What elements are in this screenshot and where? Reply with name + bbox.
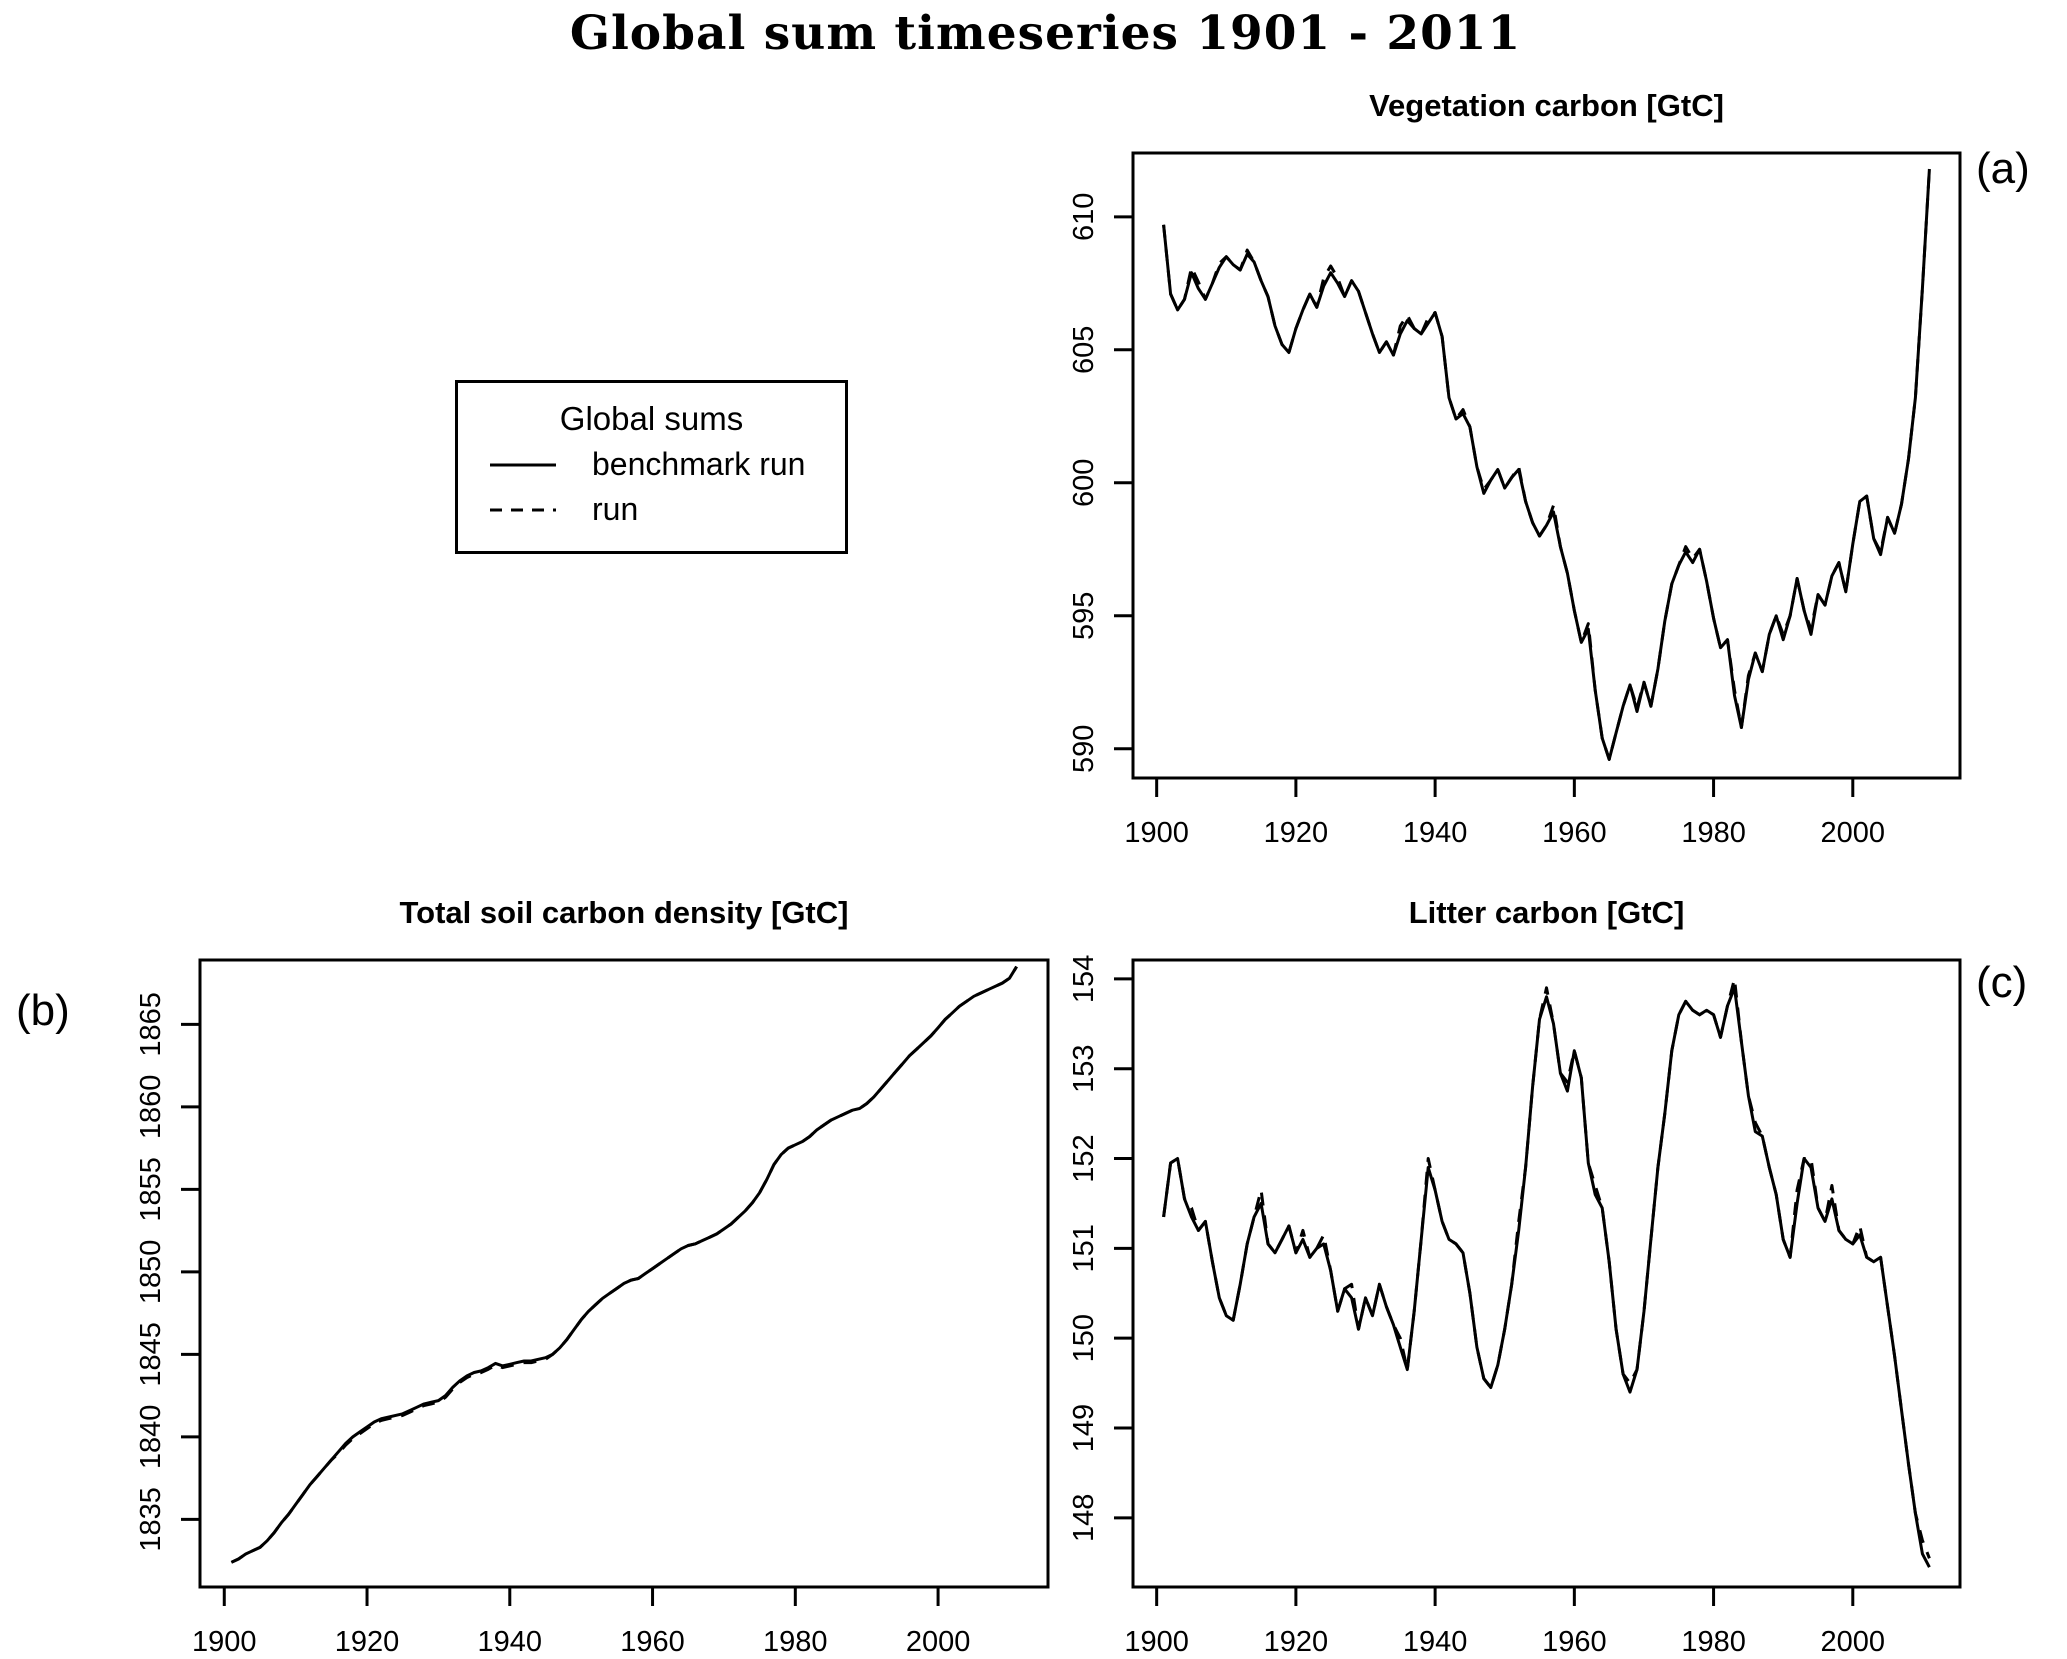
y-tick-label-c: 149: [1068, 1404, 1100, 1452]
panel-label-b: (b): [16, 986, 70, 1035]
y-tick-label-b: 1840: [135, 1405, 167, 1470]
legend-dashed-line-icon: [490, 508, 556, 511]
run-line-c: [1162, 977, 1931, 1559]
y-tick-label-a: 605: [1068, 326, 1100, 374]
y-tick-label-a: 600: [1068, 459, 1100, 507]
y-tick-label-c: 152: [1068, 1134, 1100, 1182]
y-tick-label-c: 150: [1068, 1314, 1100, 1362]
benchmark-line-a: [1162, 168, 1931, 761]
legend-box: Global sums benchmark run run: [455, 380, 848, 554]
y-tick-label-c: 151: [1068, 1224, 1100, 1272]
benchmark-line-c: [1162, 986, 1931, 1568]
benchmark-line-b: [230, 965, 1018, 1564]
x-tick-label-a: 2000: [1821, 817, 1886, 849]
run-line-b: [230, 965, 1018, 1564]
legend-title: Global sums: [559, 400, 744, 437]
y-tick-label-b: 1855: [135, 1157, 167, 1222]
panel-c: Litter carbon [GtC] 1900 1920 1940 1960 1980 2…: [1068, 895, 1962, 1658]
x-tick-label-b: 1920: [335, 1626, 400, 1658]
x-tick-label-a: 1940: [1403, 817, 1468, 849]
x-tick-label-a: 1900: [1124, 817, 1189, 849]
y-tick-label-c: 148: [1068, 1494, 1100, 1542]
plot-title-c: Litter carbon [GtC]: [1409, 895, 1685, 930]
legend-item-run: run: [458, 487, 845, 532]
plot-box-b: [198, 958, 1050, 1589]
x-tick-label-c: 1920: [1264, 1626, 1329, 1658]
legend-item-benchmark-run: benchmark run: [458, 442, 845, 487]
x-tick-label-b: 1900: [192, 1626, 257, 1658]
y-tick-label-b: 1835: [135, 1487, 167, 1552]
x-tick-label-a: 1920: [1264, 817, 1329, 849]
legend-label-run: run: [592, 491, 639, 527]
y-tick-label-b: 1860: [135, 1075, 167, 1140]
panel-a: Vegetation carbon [GtC] 1900 1920 1940 1960 1…: [1068, 88, 1962, 849]
panel-b: Total soil carbon density [GtC] 1900 1920 1…: [135, 895, 1050, 1658]
plot-box-a: [1131, 151, 1962, 780]
x-tick-label-b: 1940: [478, 1626, 543, 1658]
y-tick-label-a: 610: [1068, 193, 1100, 241]
panel-label-c: (c): [1976, 958, 2028, 1007]
legend-label-benchmark-run: benchmark run: [592, 446, 806, 482]
run-line-a: [1162, 168, 1931, 761]
x-tick-label-c: 1960: [1542, 1626, 1607, 1658]
x-tick-label-c: 1900: [1124, 1626, 1189, 1658]
x-tick-label-c: 2000: [1821, 1626, 1886, 1658]
y-tick-label-b: 1865: [135, 992, 167, 1057]
x-tick-label-a: 1980: [1681, 817, 1746, 849]
panel-label-a: (a): [1976, 144, 2030, 193]
plot-box-c: [1131, 958, 1962, 1589]
legend-solid-line-icon: [490, 463, 556, 466]
plot-title-a: Vegetation carbon [GtC]: [1369, 88, 1724, 123]
x-tick-label-a: 1960: [1542, 817, 1607, 849]
y-tick-label-c: 153: [1068, 1044, 1100, 1092]
x-tick-label-b: 1980: [763, 1626, 828, 1658]
y-tick-label-c: 154: [1068, 955, 1100, 1003]
y-tick-label-a: 595: [1068, 592, 1100, 640]
plot-title-b: Total soil carbon density [GtC]: [400, 895, 849, 930]
y-tick-label-b: 1850: [135, 1240, 167, 1305]
x-tick-label-c: 1940: [1403, 1626, 1468, 1658]
x-tick-label-c: 1980: [1681, 1626, 1746, 1658]
x-tick-label-b: 1960: [620, 1626, 685, 1658]
x-tick-label-b: 2000: [906, 1626, 971, 1658]
figure-title: Global sum timeseries 1901 - 2011: [569, 6, 1522, 61]
y-tick-label-b: 1845: [135, 1322, 167, 1387]
y-tick-label-a: 590: [1068, 725, 1100, 773]
